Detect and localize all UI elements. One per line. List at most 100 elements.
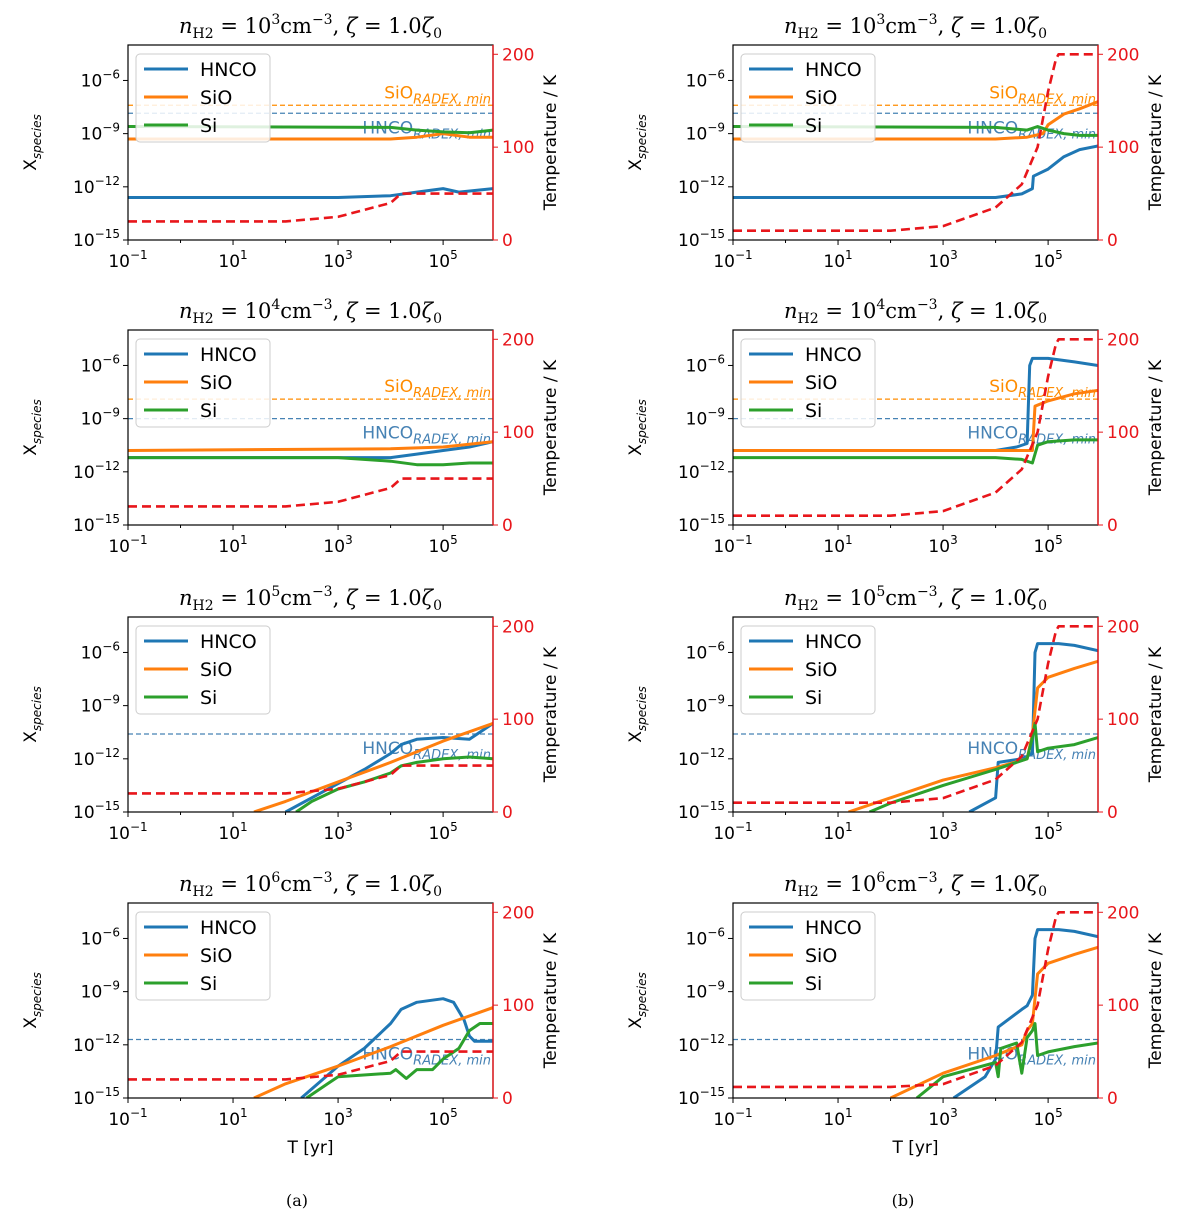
legend-box bbox=[135, 625, 271, 715]
chart-panel-a2: nH2 = 104cm−3, ζ = 1.0ζ0 SiORADEX, min HNC… bbox=[21, 297, 561, 557]
x-tick-label: 10−1 bbox=[108, 248, 147, 272]
series-sio-line bbox=[889, 945, 1098, 1098]
series-hnco-line bbox=[968, 642, 1098, 812]
temperature-tick-label: 0 bbox=[1107, 1089, 1118, 1109]
y-tick-label: 10−12 bbox=[73, 174, 120, 198]
x-tick-label: 10−1 bbox=[108, 1106, 147, 1130]
legend-label-sio: SiO bbox=[805, 659, 837, 681]
temperature-tick-label: 0 bbox=[502, 803, 513, 823]
y-axis-label: Xspecies bbox=[626, 114, 649, 170]
temperature-tick-label: 100 bbox=[502, 996, 534, 1016]
series-sio-line bbox=[128, 440, 493, 452]
y-axis-label: Xspecies bbox=[21, 686, 44, 742]
temperature-tick-label: 200 bbox=[502, 903, 534, 923]
x-tick-label: 105 bbox=[1033, 533, 1062, 557]
temperature-tick-label: 100 bbox=[502, 423, 534, 443]
temperature-tick-label: 200 bbox=[502, 617, 534, 637]
temperature-axis-label: Temperature / K bbox=[1146, 74, 1166, 211]
legend-label-sio: SiO bbox=[200, 659, 232, 681]
series-temperature-line bbox=[733, 625, 1098, 804]
legend: HNCO SiO Si bbox=[740, 338, 876, 428]
temperature-tick-label: 0 bbox=[1107, 516, 1118, 536]
y-tick-label: 10−12 bbox=[678, 459, 725, 483]
legend-label-si: Si bbox=[200, 687, 217, 709]
y-tick-label: 10−15 bbox=[73, 227, 120, 251]
series-sio-line bbox=[848, 659, 1098, 812]
temperature-tick-label: 0 bbox=[1107, 803, 1118, 823]
series-hnco-line bbox=[733, 144, 1098, 199]
series-si-line bbox=[305, 1022, 493, 1098]
panel-title: nH2 = 103cm−3, ζ = 1.0ζ0 bbox=[784, 12, 1047, 42]
legend-label-sio: SiO bbox=[200, 87, 232, 109]
legend: HNCO SiO Si bbox=[740, 53, 876, 143]
temperature-tick-label: 200 bbox=[1107, 330, 1139, 350]
legend-label-sio: SiO bbox=[805, 372, 837, 394]
legend: HNCO SiO Si bbox=[740, 911, 876, 1001]
series-hnco-line bbox=[300, 997, 493, 1098]
temperature-tick-label: 200 bbox=[502, 45, 534, 65]
legend-box bbox=[135, 338, 271, 428]
y-tick-label: 10−6 bbox=[686, 639, 725, 663]
y-tick-label: 10−15 bbox=[678, 227, 725, 251]
y-tick-label: 10−12 bbox=[73, 459, 120, 483]
legend-label-hnco: HNCO bbox=[200, 631, 257, 653]
legend: HNCO SiO Si bbox=[135, 911, 271, 1001]
hnco-threshold-label: HNCORADEX, min bbox=[362, 1045, 491, 1069]
temperature-axis-label: Temperature / K bbox=[541, 646, 561, 783]
x-tick-label: 105 bbox=[428, 533, 457, 557]
panel-title: nH2 = 104cm−3, ζ = 1.0ζ0 bbox=[179, 297, 442, 327]
temperature-axis-label: Temperature / K bbox=[1146, 359, 1166, 496]
y-tick-label: 10−12 bbox=[678, 174, 725, 198]
x-tick-label: 105 bbox=[428, 1106, 457, 1130]
chart-panel-b1: nH2 = 103cm−3, ζ = 1.0ζ0 SiORADEX, min HNC… bbox=[626, 12, 1166, 272]
temperature-tick-label: 100 bbox=[1107, 423, 1139, 443]
series-temperature-line bbox=[128, 764, 493, 795]
panel-title: nH2 = 104cm−3, ζ = 1.0ζ0 bbox=[784, 297, 1047, 327]
legend-box bbox=[135, 53, 271, 143]
series-si-line bbox=[733, 438, 1098, 465]
legend-label-sio: SiO bbox=[805, 87, 837, 109]
temperature-tick-label: 100 bbox=[1107, 710, 1139, 730]
y-tick-label: 10−9 bbox=[81, 121, 120, 145]
x-tick-label: 105 bbox=[1033, 1106, 1062, 1130]
legend-box bbox=[740, 53, 876, 143]
panel-title: nH2 = 106cm−3, ζ = 1.0ζ0 bbox=[179, 870, 442, 900]
y-tick-label: 10−15 bbox=[678, 512, 725, 536]
series-sio-line bbox=[733, 388, 1098, 452]
temperature-tick-label: 200 bbox=[1107, 617, 1139, 637]
chart-panel-a4: nH2 = 106cm−3, ζ = 1.0ζ0 HNCORADEX, min 10… bbox=[21, 870, 561, 1158]
y-tick-label: 10−15 bbox=[678, 799, 725, 823]
x-tick-label: 10−1 bbox=[108, 820, 147, 844]
legend-label-sio: SiO bbox=[200, 945, 232, 967]
series-si-line bbox=[128, 125, 493, 135]
y-axis-label: Xspecies bbox=[626, 399, 649, 455]
y-axis-label: Xspecies bbox=[626, 972, 649, 1028]
y-tick-label: 10−6 bbox=[686, 925, 725, 949]
legend-label-hnco: HNCO bbox=[805, 59, 862, 81]
x-tick-label: 105 bbox=[428, 820, 457, 844]
x-tick-label: 103 bbox=[928, 248, 957, 272]
temperature-axis-label: Temperature / K bbox=[541, 932, 561, 1069]
y-tick-label: 10−6 bbox=[686, 352, 725, 376]
x-tick-label: 10−1 bbox=[713, 1106, 752, 1130]
y-tick-label: 10−6 bbox=[81, 925, 120, 949]
figure-caption-b: (b) bbox=[892, 1191, 915, 1210]
series-temperature-line bbox=[733, 911, 1098, 1089]
y-tick-label: 10−12 bbox=[73, 1032, 120, 1056]
sio-threshold-label: SiORADEX, min bbox=[989, 83, 1096, 107]
panel-title: nH2 = 105cm−3, ζ = 1.0ζ0 bbox=[179, 584, 442, 614]
legend: HNCO SiO Si bbox=[135, 625, 271, 715]
legend-label-hnco: HNCO bbox=[200, 344, 257, 366]
series-si-line bbox=[128, 456, 493, 467]
temperature-axis-label: Temperature / K bbox=[541, 359, 561, 496]
y-tick-label: 10−9 bbox=[686, 693, 725, 717]
x-tick-label: 105 bbox=[1033, 820, 1062, 844]
x-tick-label: 101 bbox=[823, 1106, 852, 1130]
y-tick-label: 10−15 bbox=[73, 799, 120, 823]
temperature-tick-label: 200 bbox=[502, 330, 534, 350]
y-tick-label: 10−12 bbox=[678, 746, 725, 770]
series-temperature-line bbox=[128, 1050, 493, 1081]
temperature-tick-label: 100 bbox=[1107, 996, 1139, 1016]
y-tick-label: 10−6 bbox=[81, 352, 120, 376]
